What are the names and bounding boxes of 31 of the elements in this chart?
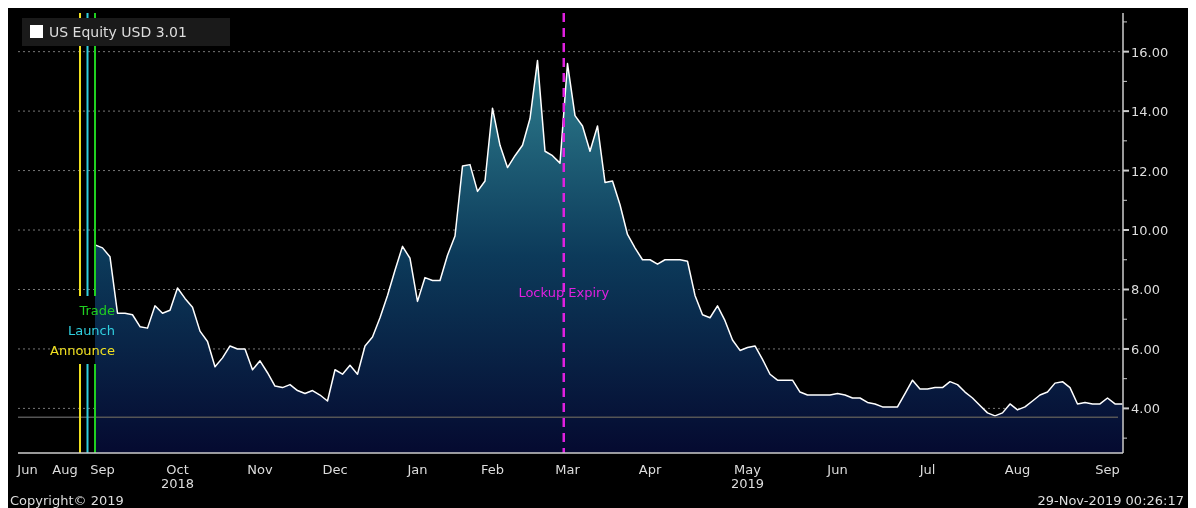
annotation: Announce [50, 343, 115, 358]
y-tick-label: 10.00 [1131, 223, 1169, 239]
x-tick-label: Oct [166, 462, 189, 477]
text: 29-Nov-2019 00:26:17 [1037, 493, 1184, 508]
y-tick-label: 6.00 [1131, 341, 1160, 357]
x-tick-label: Aug [1004, 462, 1031, 477]
x-tick-label: Mar [555, 462, 581, 477]
x-tick-label: Aug [52, 462, 78, 477]
x-tick-label: Jun [826, 462, 848, 477]
y-tick-label: 8.00 [1131, 282, 1160, 298]
x-tick-label: Jan [406, 462, 428, 477]
x-tick-label: Nov [247, 462, 273, 477]
x-tick-label: Jul [918, 462, 936, 477]
legend-label: US Equity USD 3.01 [49, 24, 187, 40]
x-tick-label: Sep [90, 462, 115, 477]
text: 2019 [730, 476, 765, 491]
text: Copyright© 2019 [10, 493, 124, 508]
annotation: Lockup Expiry [518, 285, 610, 300]
y-tick-label: 12.00 [1131, 163, 1169, 179]
text: 2018 [160, 476, 195, 491]
x-tick-label: Dec [322, 462, 348, 477]
annotation: Trade [78, 303, 115, 318]
x-tick-label: Apr [638, 462, 662, 477]
x-tick-label: Feb [480, 462, 505, 477]
y-tick-label: 16.00 [1131, 44, 1169, 60]
y-tick-label: 14.00 [1131, 104, 1169, 120]
annotation: Launch [67, 323, 115, 338]
y-tick-label: 4.00 [1131, 401, 1160, 417]
x-tick-label: Jun [16, 462, 38, 477]
x-tick-label: May [734, 462, 762, 477]
x-tick-label: Sep [1095, 462, 1120, 477]
